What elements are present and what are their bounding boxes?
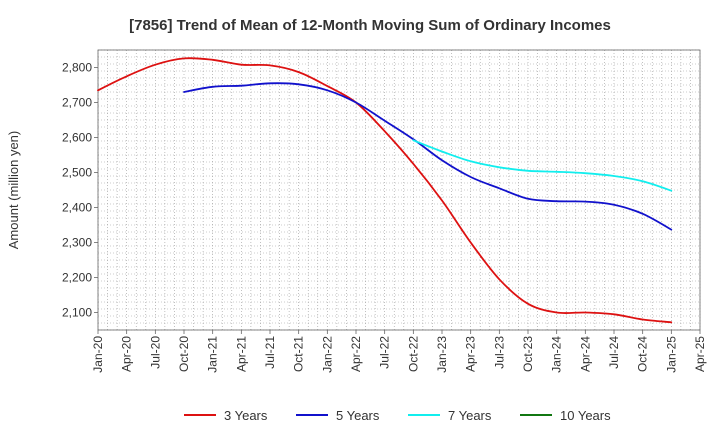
x-tick-label: Oct-20	[177, 336, 191, 372]
series-lines	[97, 57, 673, 324]
x-tick-label: Jul-20	[148, 336, 162, 369]
y-axis-label: Amount (million yen)	[6, 131, 21, 250]
y-tick-label: 2,600	[62, 131, 92, 145]
x-tick-label: Apr-24	[578, 336, 592, 372]
x-tick-label: Oct-24	[636, 336, 650, 372]
y-tick-label: 2,800	[62, 61, 92, 75]
chart-title: [7856] Trend of Mean of 12-Month Moving …	[129, 17, 611, 34]
legend-label: 3 Years	[224, 408, 268, 423]
x-tick-label: Jul-23	[492, 336, 506, 369]
series-line-3-years	[97, 57, 673, 324]
y-tick-label: 2,300	[62, 236, 92, 250]
plot-frame	[97, 49, 701, 331]
x-tick-label: Jan-20	[91, 336, 105, 373]
y-tick-label: 2,500	[62, 166, 92, 180]
x-tick-label: Jan-21	[206, 336, 220, 373]
legend-label: 5 Years	[336, 408, 380, 423]
x-tick-label: Jan-22	[320, 336, 334, 373]
series-line-5-years	[183, 82, 673, 231]
x-tick-label: Jul-21	[263, 336, 277, 369]
x-tick-label: Jan-25	[664, 336, 678, 373]
x-tick-label: Apr-25	[693, 336, 707, 372]
y-tick-label: 2,400	[62, 201, 92, 215]
x-tick-label: Apr-20	[120, 336, 134, 372]
x-tick-label: Oct-22	[406, 336, 420, 372]
legend-label: 7 Years	[448, 408, 492, 423]
x-tick-label: Jan-24	[550, 336, 564, 373]
x-axis-ticks: Jan-20 Apr-20 Jul-20 Oct-20 Jan-21 Apr-21 Jul-…	[91, 330, 707, 373]
x-tick-label: Jul-22	[378, 336, 392, 369]
x-tick-label: Oct-21	[292, 336, 306, 372]
y-axis-ticks: 2,100 2,200 2,300 2,400 2,500 2,600 2,700 2,800	[62, 61, 98, 320]
y-tick-label: 2,200	[62, 271, 92, 285]
x-tick-label: Apr-23	[464, 336, 478, 372]
x-tick-label: Oct-23	[521, 336, 535, 372]
legend: 3 Years 5 Years 7 Years 10 Years	[184, 408, 611, 423]
legend-label: 10 Years	[560, 408, 611, 423]
y-tick-label: 2,100	[62, 306, 92, 320]
x-tick-label: Apr-21	[234, 336, 248, 372]
y-tick-label: 2,700	[62, 96, 92, 110]
x-tick-label: Jul-24	[607, 336, 621, 369]
x-tick-label: Apr-22	[349, 336, 363, 372]
x-tick-label: Jan-23	[435, 336, 449, 373]
series-line-7-years	[412, 139, 673, 192]
